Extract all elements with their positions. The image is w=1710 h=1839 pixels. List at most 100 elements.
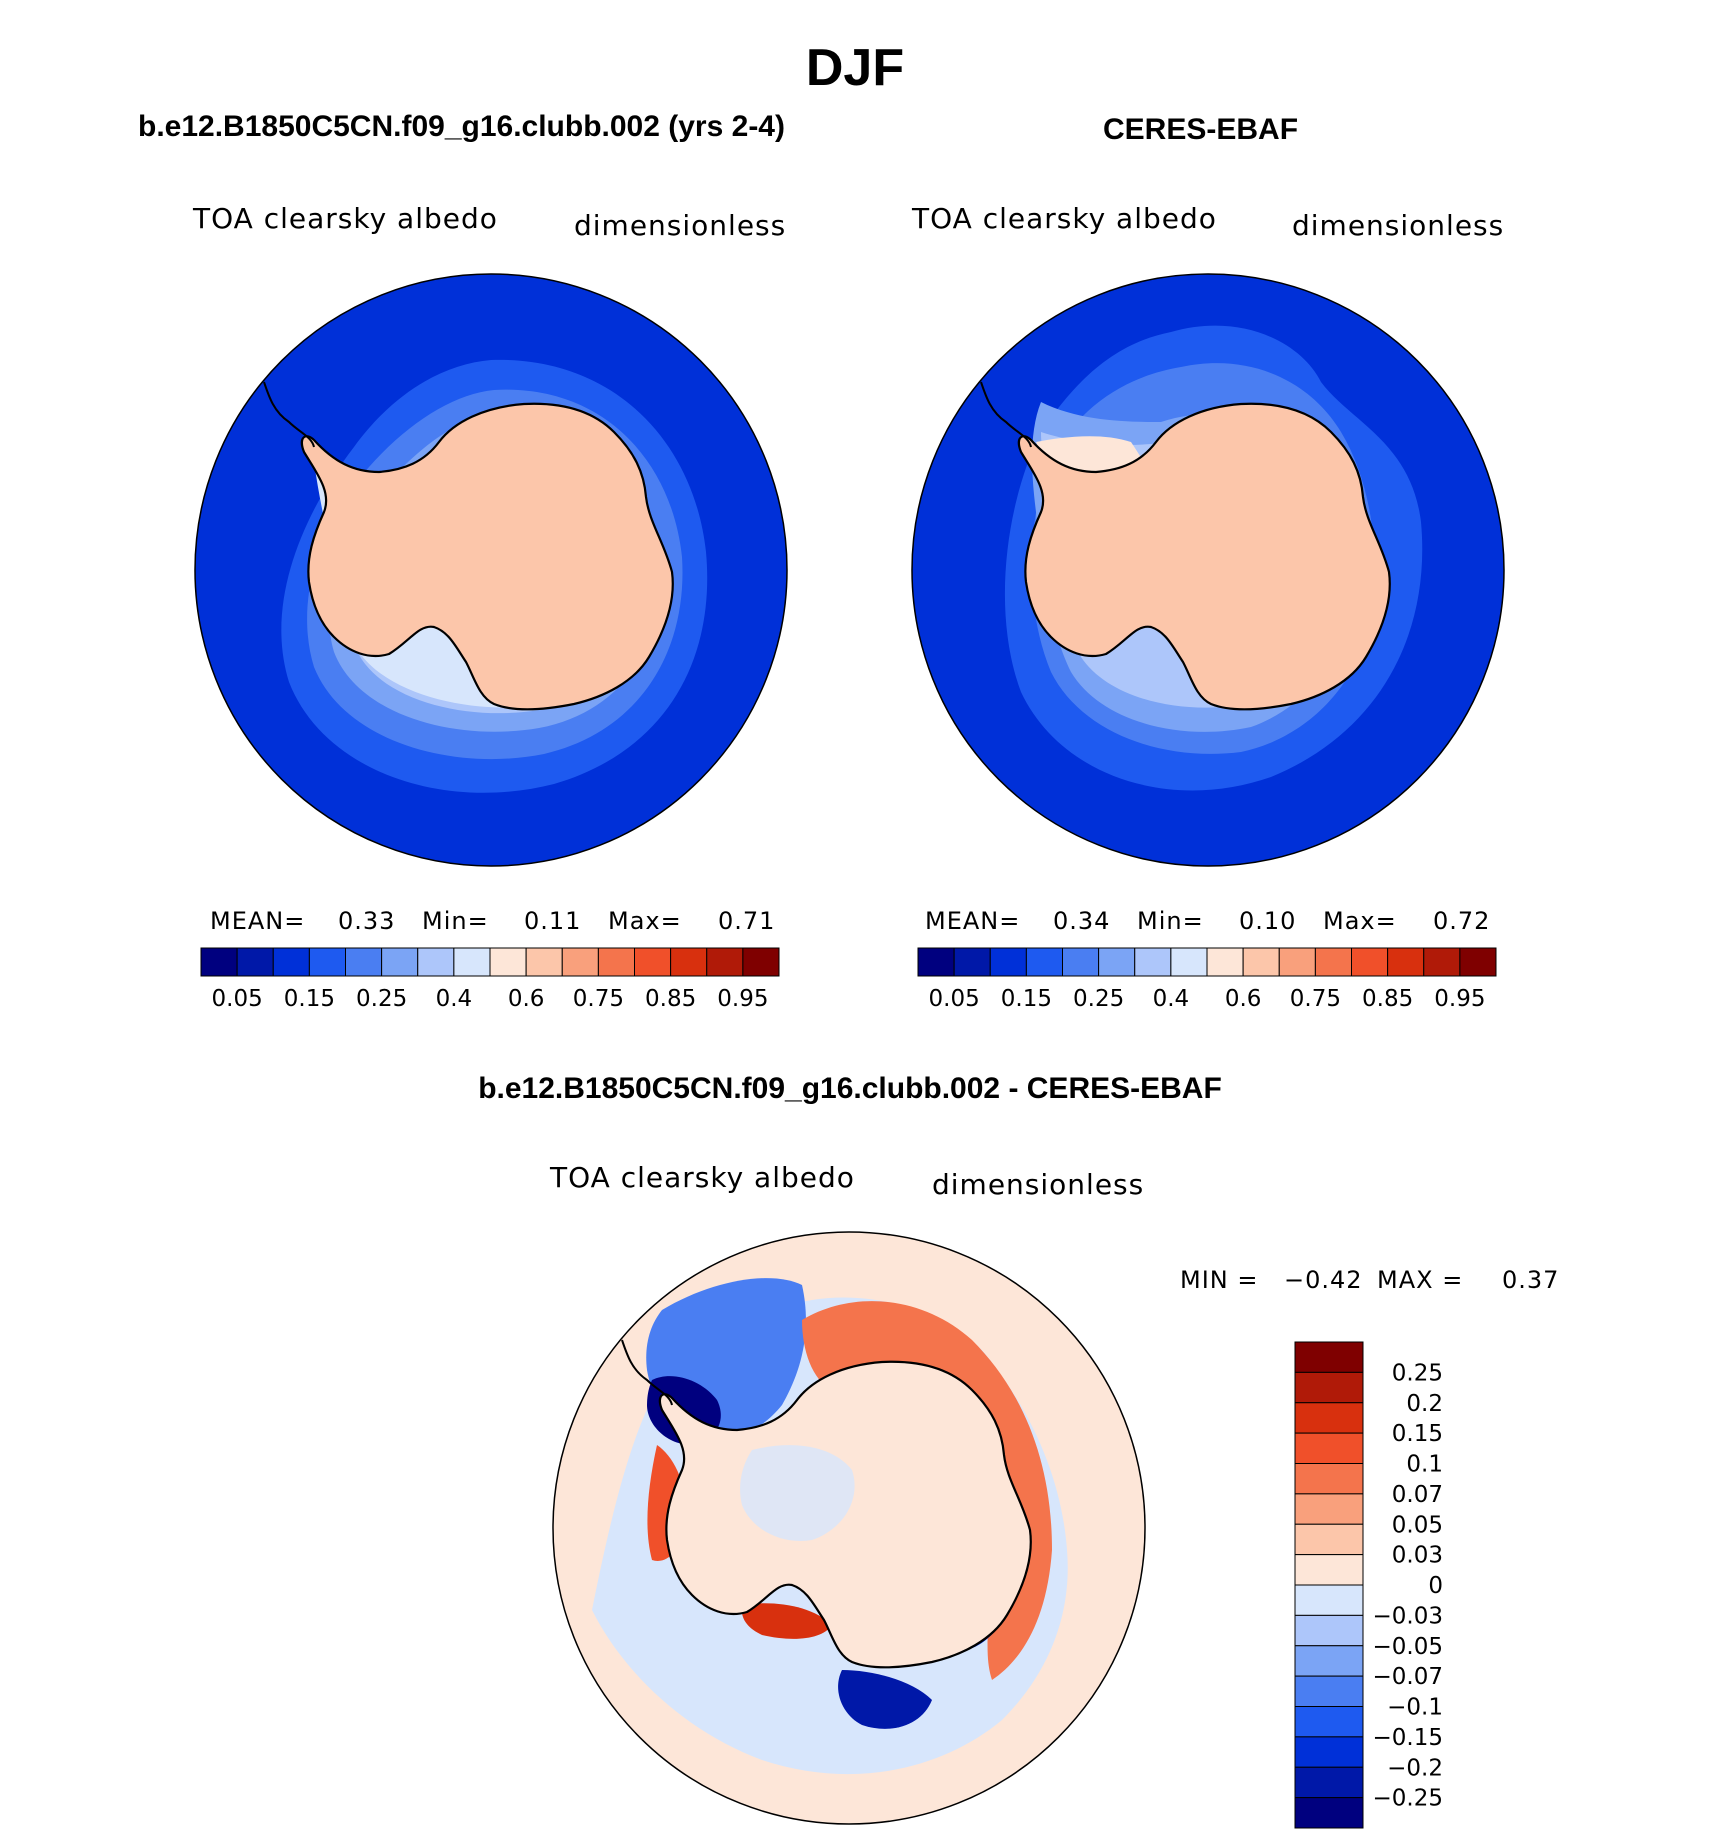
colorbar-tick-label: 0.2: [1406, 1391, 1443, 1417]
map-border: [911, 273, 1505, 867]
colorbar-swatch: [1294, 1523, 1364, 1556]
colorbar-swatch: [1294, 1675, 1364, 1707]
diff-south-neg: [838, 1670, 932, 1729]
colorbar-swatch: [1294, 1766, 1364, 1799]
colorbar-tick-label: 0.05: [1392, 1512, 1443, 1538]
diff-southwest-pos: [741, 1603, 832, 1639]
panel-1-mean-value: 0.33: [338, 907, 396, 935]
colorbar-swatch: [308, 947, 346, 977]
colorbar-swatch: [1294, 1402, 1364, 1434]
colorbar-tick-label: 0.4: [1153, 986, 1190, 1012]
panel-3-max-value: 0.37: [1502, 1266, 1560, 1294]
panel-3-max-label: MAX =: [1377, 1266, 1464, 1294]
panel-1-colorbar: 0.05 0.15 0.25 0.4 0.6 0.75 0.85 0.95: [200, 947, 780, 1012]
colorbar-tick-label: 0.15: [1392, 1421, 1443, 1447]
panel-3-variable: TOA clearsky albedo: [550, 1161, 855, 1194]
colorbar-swatch: [1294, 1493, 1364, 1525]
panel-2-max-value: 0.72: [1433, 907, 1491, 935]
antarctica-land: [1017, 402, 1391, 711]
colorbar-swatch: [597, 947, 635, 977]
colorbar-tick-label: 0.85: [1362, 986, 1413, 1012]
colorbar-tick-label: 0.25: [1073, 986, 1124, 1012]
colorbar-swatch: [1025, 947, 1063, 977]
panel-1-mean-label: MEAN=: [210, 907, 306, 935]
panel-1-variable: TOA clearsky albedo: [193, 202, 498, 235]
colorbar-tick-label: 0: [1428, 1573, 1443, 1599]
figure-title: DJF: [805, 39, 905, 97]
colorbar-tick-label: 0.07: [1392, 1482, 1443, 1508]
colorbar-tick-label: 0.75: [1290, 986, 1341, 1012]
colorbar-swatch: [417, 947, 455, 977]
colorbar-tick-label: 0.6: [508, 986, 545, 1012]
colorbar-tick-label: 0.75: [573, 986, 624, 1012]
colorbar-tick-label: 0.05: [929, 986, 980, 1012]
colorbar-swatch: [236, 947, 274, 977]
map-border: [552, 1231, 1146, 1825]
colorbar-tick-label: −0.15: [1373, 1725, 1443, 1751]
panel-2-min-label: Min=: [1137, 907, 1204, 935]
panel-2-min-value: 0.10: [1239, 907, 1297, 935]
colorbar-swatch: [1294, 1645, 1364, 1677]
colorbar-tick-label: −0.1: [1387, 1695, 1443, 1721]
colorbar-tick-label: 0.1: [1406, 1452, 1443, 1478]
colorbar-swatch: [1134, 947, 1172, 977]
colorbar-swatch: [1351, 947, 1389, 977]
interior-neg-patch: [740, 1445, 855, 1541]
map-border: [194, 273, 788, 867]
colorbar-swatch: [953, 947, 991, 977]
panel-2-units: dimensionless: [1292, 209, 1505, 242]
colorbar-tick-label: 0.6: [1225, 986, 1262, 1012]
colorbar-swatch: [1294, 1706, 1364, 1738]
colorbar-swatch: [742, 947, 780, 977]
colorbar-tick-label: 0.4: [436, 986, 473, 1012]
colorbar-tick-label: 0.85: [645, 986, 696, 1012]
colorbar-swatch: [381, 947, 419, 977]
colorbar-swatch: [1387, 947, 1425, 977]
colorbar-swatch: [1459, 947, 1497, 977]
panel-2-max-label: Max=: [1323, 907, 1397, 935]
panel-1-max-value: 0.71: [718, 907, 776, 935]
colorbar-tick-label: −0.2: [1387, 1755, 1443, 1781]
colorbar-swatch: [634, 947, 672, 977]
panel-3-map: [552, 1231, 1146, 1825]
colorbar-swatch: [1062, 947, 1100, 977]
colorbar-swatch: [345, 947, 383, 977]
panel-3-colorbar: 0.25 0.2 0.15 0.1 0.07 0.05 0.03 0 −0.03 −0.05 −0.…: [1294, 1341, 1443, 1829]
panel-1-max-label: Max=: [608, 907, 682, 935]
colorbar-tick-label: 0.95: [717, 986, 768, 1012]
colorbar-tick-label: 0.15: [284, 986, 335, 1012]
colorbar-swatch: [1294, 1584, 1364, 1616]
colorbar-swatch: [1242, 947, 1280, 977]
colorbar-swatch: [1278, 947, 1316, 977]
panel-2-case-title: CERES-EBAF: [1103, 113, 1299, 146]
colorbar-tick-label: 0.05: [212, 986, 263, 1012]
colorbar-tick-label: 0.95: [1434, 986, 1485, 1012]
colorbar-swatch: [489, 947, 527, 977]
peninsula-coast: [621, 1339, 673, 1406]
panel-1-min-label: Min=: [422, 907, 489, 935]
colorbar-tick-label: −0.05: [1373, 1634, 1443, 1660]
panel-3-case-title: b.e12.B1850C5CN.f09_g16.clubb.002 - CERE…: [478, 1072, 1222, 1105]
colorbar-swatch: [1294, 1371, 1364, 1404]
panel-2-mean-label: MEAN=: [925, 907, 1021, 935]
panel-2-map: [911, 273, 1505, 867]
colorbar-tick-label: −0.25: [1373, 1786, 1443, 1812]
colorbar-swatch: [200, 947, 238, 977]
peninsula-coast: [263, 381, 315, 448]
colorbar-swatch: [1294, 1736, 1364, 1768]
panel-2-mean-value: 0.34: [1053, 907, 1111, 935]
colorbar-tick-label: 0.25: [356, 986, 407, 1012]
colorbar-swatch: [1294, 1614, 1364, 1647]
colorbar-swatch: [1170, 947, 1208, 977]
colorbar-swatch: [1294, 1432, 1364, 1464]
colorbar-swatch: [706, 947, 744, 977]
colorbar-swatch: [1206, 947, 1244, 977]
colorbar-swatch: [525, 947, 563, 977]
colorbar-swatch: [1294, 1554, 1364, 1586]
colorbar-swatch: [561, 947, 599, 977]
colorbar-swatch: [670, 947, 708, 977]
colorbar-tick-label: −0.07: [1373, 1664, 1443, 1690]
colorbar-tick-label: 0.03: [1392, 1543, 1443, 1569]
colorbar-tick-label: 0.25: [1392, 1360, 1443, 1386]
colorbar-swatch: [989, 947, 1027, 977]
